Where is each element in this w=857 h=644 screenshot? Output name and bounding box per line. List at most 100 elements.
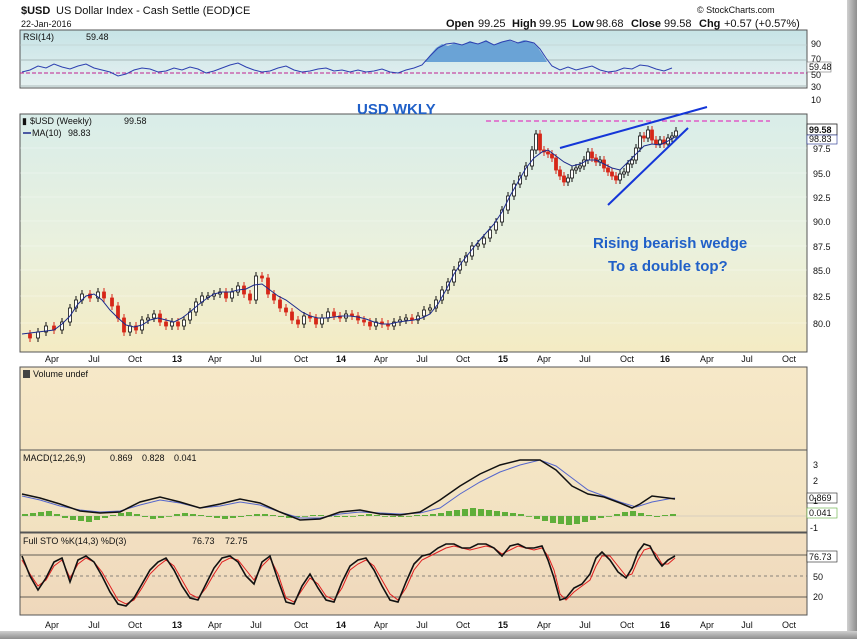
x-axis-top-tick-2: Oct [128,354,143,364]
candle-body [538,133,542,151]
x-axis-top: Apr Jul Oct 13 Apr Jul Oct 14 Apr Jul Oct 15 Apr Jul O… [45,354,797,364]
macd-tick-2: 1 [813,496,818,506]
candle-body [646,129,650,139]
x-axis-top-tick-10: Oct [456,354,471,364]
macd-hist-bar [86,516,92,522]
macd-value-3: 0.041 [174,453,197,463]
price-label: $USD (Weekly) [30,116,92,126]
macd-hist-bar [398,516,404,517]
macd-hist-bar [310,515,316,516]
x-axis-bottom-tick-3: 13 [172,620,182,630]
macd-hist-bar [294,516,300,517]
x-axis-bottom-tick-4: Apr [208,620,222,630]
x-axis-bottom-tick-8: Apr [374,620,388,630]
candle-body [630,159,634,165]
candle-body [518,175,522,185]
close-value: 99.58 [664,18,692,30]
open-label: Open [446,18,474,30]
candle-body [626,163,630,173]
macd-hist-bar [126,512,132,516]
x-axis-bottom-tick-11: 15 [498,620,508,630]
annotation-line-2: To a double top? [608,258,728,275]
ma-price-box-text: 98.83 [809,134,832,144]
macd-hist-bar [566,516,572,525]
sto-k-line [21,543,676,607]
x-axis-top-tick-11: 15 [498,354,508,364]
macd-hist-bar [78,516,84,521]
ma-label: MA(10) [32,128,62,138]
candle-body [618,173,622,181]
candle-body [642,135,646,139]
candle-body [176,321,180,327]
candle-body [586,151,590,161]
last-price-box-text: 99.58 [809,125,832,135]
candle-body [182,319,186,327]
macd-tick-0: 3 [813,460,818,470]
candle-body [614,175,618,181]
candle-body [320,317,324,325]
x-axis-bottom-tick-18: Oct [782,620,797,630]
window-shadow-right [847,0,857,639]
price-value: 99.58 [124,116,147,126]
candle-body [116,305,120,319]
window-shadow-bottom [0,631,857,639]
macd-hist-bar [446,511,452,516]
candle-body [88,293,92,299]
x-axis-bottom: Apr Jul Oct 13 Apr Jul Oct 14 Apr Jul Oct 15 Apr Jul O… [45,620,797,630]
sto-value-2: 72.75 [225,536,248,546]
candle-body [146,317,150,321]
candle-body [638,135,642,149]
macd-hist-bar [542,516,548,521]
macd-hist-bar [94,516,100,520]
candle-body [254,275,258,301]
macd-hist-bar [470,508,476,516]
x-axis-top-tick-16: Apr [700,354,714,364]
candle-body [96,291,100,299]
macd-hist-bar [422,515,428,516]
candle-body [674,130,678,137]
candle-body [362,319,366,323]
candle-body [296,319,300,325]
x-axis-top-tick-12: Apr [537,354,551,364]
macd-hist-bar [62,516,68,518]
x-axis-bottom-tick-0: Apr [45,620,59,630]
macd-hist-bar [182,513,188,516]
candle-body [260,275,264,279]
candle-body [272,293,276,301]
rsi-value-box [806,61,832,73]
macd-hist-bar [134,514,140,516]
annotation-line-1: Rising bearish wedge [593,235,747,252]
macd-hist-bar [350,516,356,517]
candle-body [356,315,360,321]
macd-hist-bar [38,512,44,516]
candle-body [164,321,168,327]
volume-panel: Volume undef [19,366,808,451]
macd-hist-bar [638,513,644,516]
macd-label: MACD(12,26,9) [23,453,86,463]
macd-hist-bar [574,516,580,524]
macd-hist-bar [382,516,388,517]
macd-hist-bar [430,514,436,516]
candle-body [610,171,614,177]
macd-hist-bar [374,515,380,516]
x-axis-top-tick-0: Apr [45,354,59,364]
candle-body [110,297,114,307]
macd-hist-bar [342,516,348,517]
candle-body [416,315,420,321]
candle-body [392,321,396,327]
price-tick-6: 82.5 [813,292,831,302]
macd-box-1-text: 0.869 [809,493,832,503]
sto-tick-0: 50 [813,572,823,582]
macd-hist-bar [246,515,252,516]
macd-hist-bar [254,514,260,516]
rsi-tick-1: 70 [811,54,821,64]
rsi-label: RSI(14) [23,32,54,42]
candle-body [422,309,426,317]
candle-body [122,317,126,333]
macd-hist-bar [230,516,236,518]
candle-body [266,277,270,295]
candle-body [44,325,48,333]
macd-hist-bar [622,512,628,516]
macd-hist-bar [238,516,244,517]
